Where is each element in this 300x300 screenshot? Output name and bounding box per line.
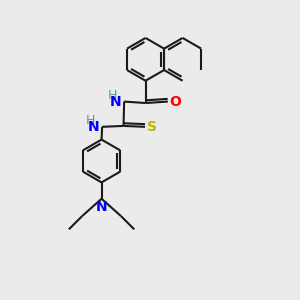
Text: H: H [86,114,95,128]
Text: S: S [147,120,157,134]
Text: N: N [88,120,100,134]
Text: H: H [108,89,118,102]
Text: N: N [96,200,107,214]
Text: O: O [169,94,181,109]
Text: N: N [110,94,122,109]
